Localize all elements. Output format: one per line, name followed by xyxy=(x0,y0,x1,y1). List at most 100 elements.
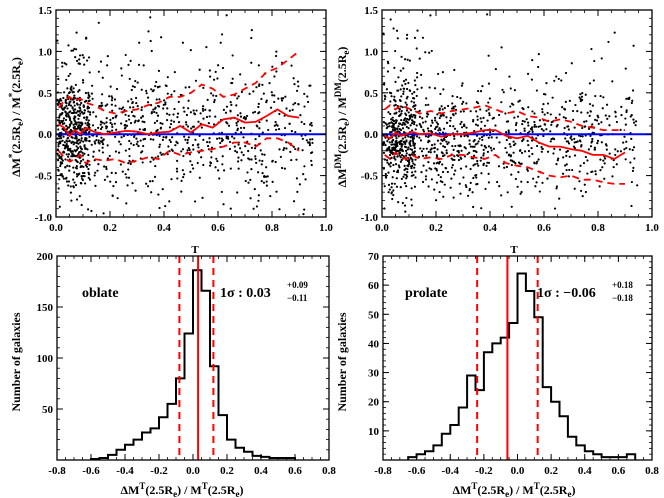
scatter-point xyxy=(391,176,394,179)
scatter-point xyxy=(60,120,64,124)
scatter-point xyxy=(64,158,67,161)
scatter-point xyxy=(183,110,186,113)
scatter-point xyxy=(73,171,76,174)
x-tick-label: 0.4 xyxy=(254,465,268,477)
scatter-point xyxy=(208,141,211,144)
scatter-point xyxy=(88,99,91,102)
scatter-point xyxy=(303,208,306,211)
scatter-point xyxy=(537,65,540,69)
scatter-point xyxy=(118,140,121,143)
scatter-point xyxy=(567,125,570,128)
scatter-point xyxy=(215,94,218,98)
scatter-point xyxy=(81,78,85,82)
scatter-point xyxy=(599,158,602,161)
scatter-point xyxy=(169,140,172,144)
scatter-point xyxy=(480,207,483,210)
scatter-point xyxy=(202,86,205,90)
scatter-point xyxy=(595,119,599,122)
scatter-point xyxy=(556,159,559,162)
scatter-point xyxy=(204,108,207,111)
scatter-point xyxy=(65,153,68,156)
scatter-point xyxy=(85,59,89,62)
scatter-point xyxy=(221,155,224,158)
scatter-point xyxy=(118,107,121,110)
scatter-point xyxy=(115,128,118,131)
scatter-point xyxy=(564,71,568,75)
scatter-point xyxy=(77,146,80,150)
scatter-point xyxy=(459,135,463,138)
scatter-point xyxy=(480,135,484,139)
scatter-point xyxy=(460,157,463,160)
scatter-point xyxy=(193,200,197,203)
scatter-point xyxy=(65,124,68,128)
scatter-point xyxy=(91,124,95,127)
scatter-point xyxy=(433,87,437,90)
scatter-point xyxy=(81,178,85,182)
scatter-point xyxy=(95,135,98,138)
scatter-point xyxy=(441,108,444,111)
scatter-point xyxy=(568,168,571,172)
scatter-point xyxy=(164,101,167,104)
scatter-point xyxy=(565,163,568,166)
scatter-point xyxy=(121,170,124,173)
scatter-point xyxy=(402,121,405,125)
scatter-point xyxy=(79,160,83,163)
scatter-point xyxy=(309,84,312,87)
x-axis-label: ΔMT(2.5Re) / MT(2.5Re) xyxy=(453,481,576,498)
scatter-point xyxy=(421,36,425,39)
scatter-point xyxy=(172,120,176,123)
scatter-point xyxy=(536,160,539,163)
scatter-point xyxy=(303,105,306,108)
scatter-point xyxy=(300,120,303,124)
scatter-point xyxy=(67,115,70,118)
scatter-point xyxy=(120,136,123,139)
y-tick-label: 20 xyxy=(368,397,380,409)
scatter-point xyxy=(87,171,90,174)
scatter-point xyxy=(487,82,491,85)
scatter-point xyxy=(459,110,462,113)
scatter-point xyxy=(497,165,501,168)
scatter-point xyxy=(210,150,213,153)
scatter-point xyxy=(416,29,419,32)
scatter-point xyxy=(604,114,607,117)
scatter-point xyxy=(92,155,95,158)
scatter-point xyxy=(400,118,403,122)
scatter-point xyxy=(275,70,278,73)
scatter-point xyxy=(445,140,448,143)
scatter-point xyxy=(530,128,534,131)
scatter-point xyxy=(236,191,239,194)
scatter-point xyxy=(138,128,141,131)
scatter-point xyxy=(258,83,261,86)
scatter-point xyxy=(216,159,219,163)
scatter-point xyxy=(409,139,412,142)
scatter-point xyxy=(163,99,166,102)
scatter-point xyxy=(58,116,61,119)
scatter-point xyxy=(76,127,79,130)
scatter-point xyxy=(387,111,390,114)
scatter-point xyxy=(176,177,179,180)
scatter-point xyxy=(75,175,79,178)
scatter-point xyxy=(406,170,409,174)
scatter-point xyxy=(424,120,427,123)
scatter-point xyxy=(427,103,430,106)
scatter-point xyxy=(62,117,66,120)
scatter-point xyxy=(122,134,126,138)
scatter-point xyxy=(476,142,479,145)
scatter-point xyxy=(460,120,463,124)
scatter-point xyxy=(636,184,639,187)
scatter-point xyxy=(516,115,520,118)
scatter-point xyxy=(206,144,210,148)
scatter-point xyxy=(157,105,161,108)
scatter-point xyxy=(85,118,88,121)
scatter-point xyxy=(611,175,614,178)
scatter-point xyxy=(58,156,61,160)
scatter-point xyxy=(115,114,118,117)
scatter-point xyxy=(244,118,247,121)
scatter-point xyxy=(182,176,185,179)
scatter-point xyxy=(546,111,549,115)
scatter-point xyxy=(539,125,542,128)
scatter-point xyxy=(406,58,409,61)
scatter-point xyxy=(452,105,455,109)
scatter-point xyxy=(124,113,127,116)
scatter-point xyxy=(275,190,278,193)
